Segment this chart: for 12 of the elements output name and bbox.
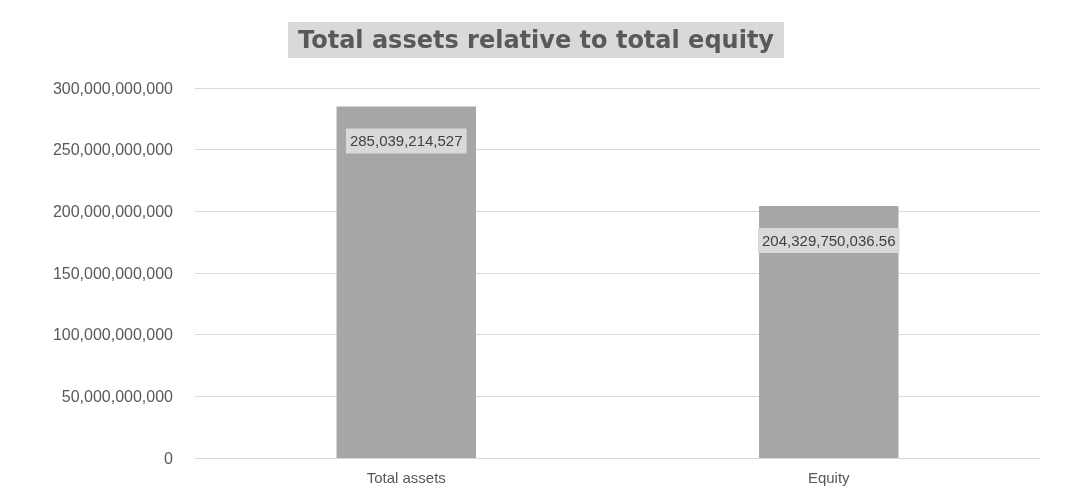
y-tick-label: 250,000,000,000 [52, 141, 174, 159]
x-tick-label: Total assets [366, 469, 446, 486]
y-tick-label: 300,000,000,000 [52, 79, 174, 97]
x-tick-label: Equity [807, 469, 851, 486]
chart-title: Total assets relative to total equity [297, 26, 775, 54]
data-label: 285,039,214,527 [349, 132, 463, 150]
y-tick-label: 100,000,000,000 [52, 326, 174, 344]
y-tick-label: 50,000,000,000 [61, 387, 174, 405]
y-tick-label: 0 [164, 449, 174, 467]
y-tick-label: 200,000,000,000 [52, 202, 174, 220]
data-label: 204,329,750,036.56 [762, 231, 896, 249]
y-tick-label: 150,000,000,000 [52, 264, 174, 282]
